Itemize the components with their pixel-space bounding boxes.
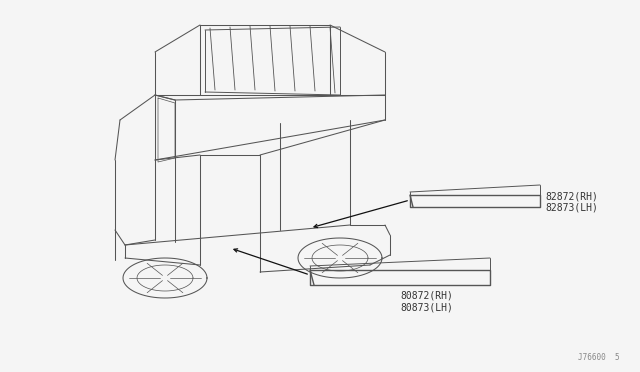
Text: 82872(RH): 82872(RH) [545, 191, 598, 201]
Text: J76600  5: J76600 5 [579, 353, 620, 362]
Text: 80873(LH): 80873(LH) [400, 302, 453, 312]
Text: 80872(RH): 80872(RH) [400, 291, 453, 301]
Text: 82873(LH): 82873(LH) [545, 202, 598, 212]
